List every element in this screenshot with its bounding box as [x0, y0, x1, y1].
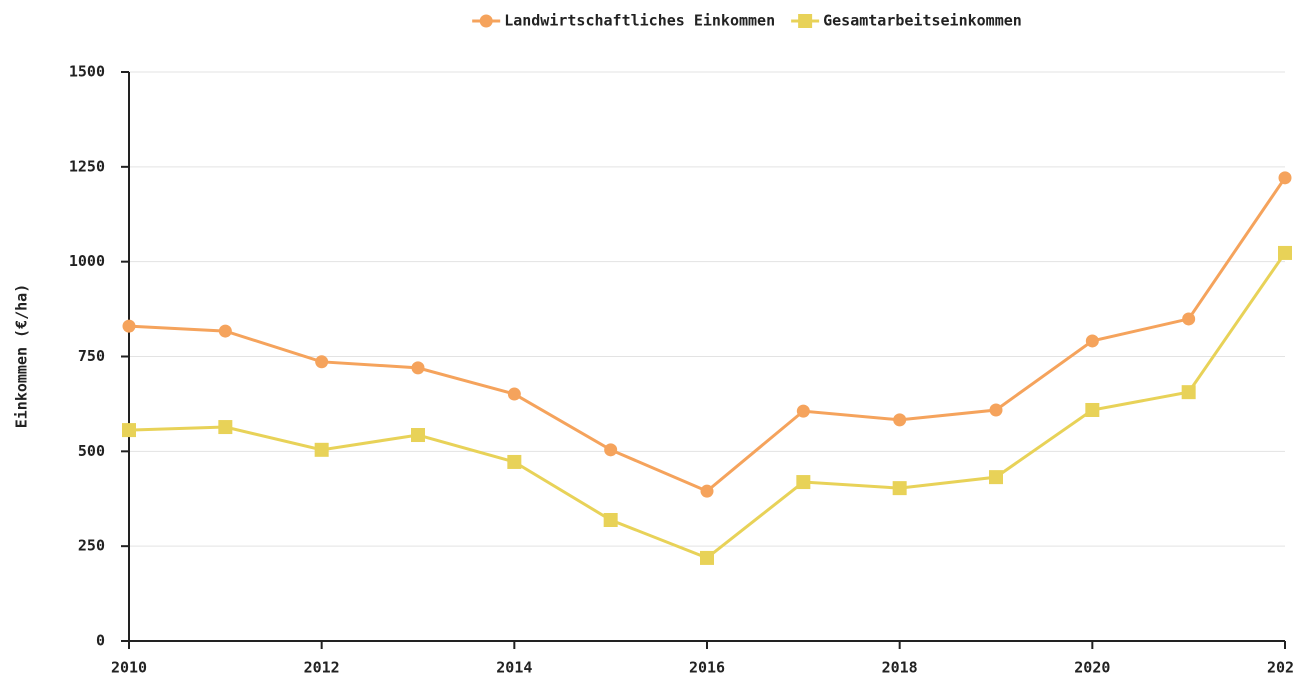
y-tick-label: 1500 [69, 63, 105, 81]
marker [411, 361, 425, 375]
legend-label: Gesamtarbeitseinkommen [823, 12, 1022, 30]
marker [796, 404, 810, 418]
marker [603, 512, 618, 527]
x-tick-label: 2012 [304, 659, 340, 677]
marker [796, 475, 811, 490]
y-tick-label: 750 [78, 347, 105, 365]
x-tick-label: 2010 [111, 659, 147, 677]
marker [892, 481, 907, 496]
x-tick-label: 2018 [882, 659, 918, 677]
marker [1181, 385, 1196, 400]
x-tick-label: 2020 [1074, 659, 1110, 677]
line [128, 252, 1287, 560]
marker [604, 443, 618, 457]
marker [700, 550, 714, 565]
marker [218, 420, 233, 435]
legend-label: Landwirtschaftliches Einkommen [504, 12, 775, 30]
marker [893, 413, 907, 427]
x-tick-label: 2014 [496, 659, 532, 677]
y-tick-label: 500 [78, 442, 105, 460]
y-tick-label: 250 [78, 537, 105, 555]
marker [1182, 312, 1196, 326]
y-tick-label: 1250 [69, 157, 105, 175]
marker [700, 484, 714, 498]
marker [1085, 402, 1100, 417]
marker [122, 319, 136, 333]
marker [1278, 171, 1292, 185]
x-tick-label: 2022 [1267, 659, 1293, 677]
marker [479, 14, 493, 28]
marker [507, 454, 522, 469]
marker [507, 387, 521, 401]
y-tick-label: 0 [96, 632, 105, 650]
y-axis-label: Einkommen (€/ha) [13, 284, 31, 429]
marker [1085, 334, 1099, 348]
marker [989, 403, 1003, 417]
marker [989, 470, 1003, 485]
marker [122, 423, 136, 438]
marker [314, 442, 329, 457]
marker [218, 324, 232, 338]
x-tick-label: 2016 [689, 659, 725, 677]
marker [798, 14, 813, 28]
marker [1278, 245, 1292, 260]
marker [315, 355, 329, 369]
y-tick-label: 1000 [69, 252, 105, 270]
marker [411, 428, 425, 443]
